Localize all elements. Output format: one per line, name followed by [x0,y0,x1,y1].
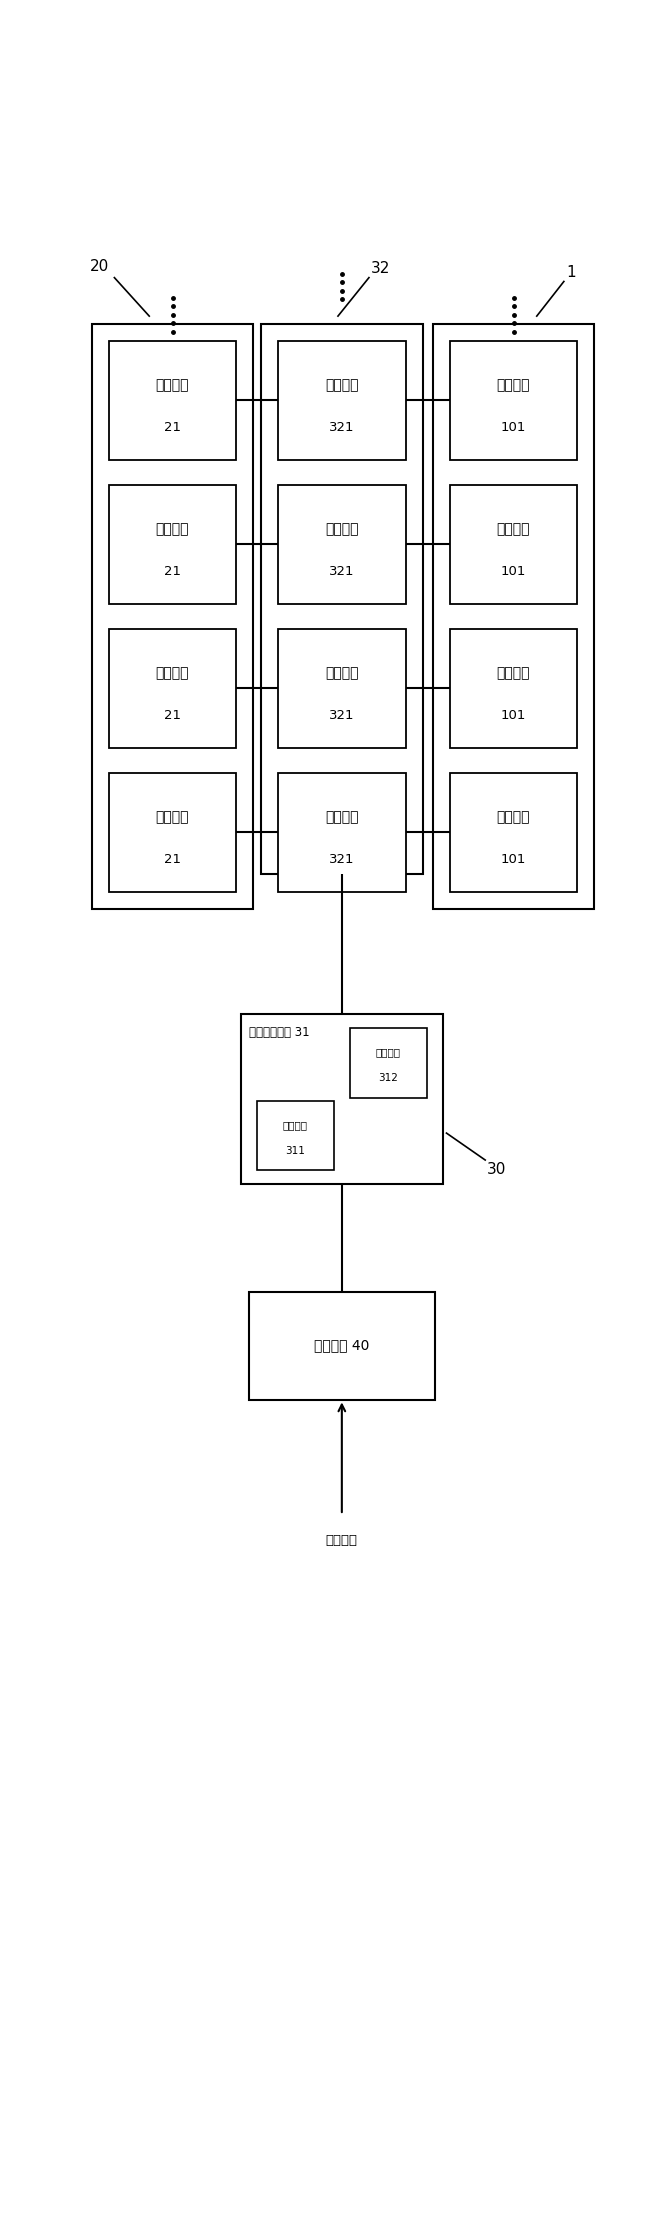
Bar [109,774,236,892]
Text: 开关单元: 开关单元 [325,809,359,823]
Text: 321: 321 [329,566,355,578]
Text: 均衡单元: 均衡单元 [156,522,189,535]
Bar [278,629,406,747]
Bar [241,1015,443,1184]
Bar [350,1028,427,1097]
Text: 20: 20 [89,259,109,274]
Text: 开关单元: 开关单元 [325,522,359,535]
Text: 321: 321 [329,854,355,865]
Text: 21: 21 [164,421,181,435]
Text: 均衡单元: 均衡单元 [156,809,189,823]
Bar [278,484,406,604]
Text: 单体电池: 单体电池 [497,667,530,680]
Bar [91,323,253,910]
Bar [432,323,594,910]
Bar [109,629,236,747]
Bar [261,323,423,874]
Text: 开关单元: 开关单元 [325,667,359,680]
Text: 101: 101 [501,566,526,578]
Text: 321: 321 [329,421,355,435]
Bar [249,1291,435,1400]
Text: 321: 321 [329,709,355,723]
Text: 101: 101 [501,854,526,865]
Text: 均衡单元: 均衡单元 [156,377,189,392]
Text: 101: 101 [501,421,526,435]
Text: 32: 32 [372,261,391,277]
Bar [109,341,236,459]
Text: 101: 101 [501,709,526,723]
Bar [109,484,236,604]
Bar [278,774,406,892]
Text: 21: 21 [164,854,181,865]
Text: 电源模块 40: 电源模块 40 [314,1338,370,1354]
Text: 充电电路: 充电电路 [283,1119,308,1131]
Text: 312: 312 [378,1073,398,1084]
Text: 1: 1 [566,265,576,281]
Text: 311: 311 [285,1146,305,1155]
Text: 21: 21 [164,566,181,578]
Bar [257,1102,334,1171]
Bar [450,774,578,892]
Text: 30: 30 [487,1162,506,1177]
Text: 单体电池: 单体电池 [497,522,530,535]
Text: 21: 21 [164,709,181,723]
Text: 单体电池: 单体电池 [497,377,530,392]
Text: 外部电源: 外部电源 [326,1534,358,1548]
Bar [450,484,578,604]
Text: 单体电池: 单体电池 [497,809,530,823]
Text: 放电电路: 放电电路 [376,1048,401,1057]
Text: 均衡单元: 均衡单元 [156,667,189,680]
Bar [278,341,406,459]
Text: 开关单元: 开关单元 [325,377,359,392]
Text: 稳压恒流单元 31: 稳压恒流单元 31 [249,1026,309,1039]
Bar [450,629,578,747]
Bar [450,341,578,459]
